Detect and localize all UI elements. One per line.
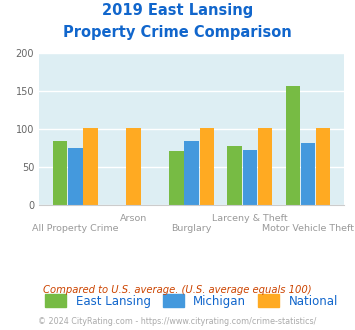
Bar: [68, 148, 83, 205]
Bar: [200, 128, 214, 205]
Bar: [53, 141, 67, 205]
Bar: [286, 86, 300, 205]
Bar: [316, 128, 331, 205]
Text: Burglary: Burglary: [171, 224, 212, 233]
Text: Compared to U.S. average. (U.S. average equals 100): Compared to U.S. average. (U.S. average …: [43, 285, 312, 295]
Bar: [301, 143, 315, 205]
Bar: [126, 128, 141, 205]
Bar: [83, 128, 98, 205]
Bar: [242, 150, 257, 205]
Text: Arson: Arson: [120, 214, 147, 223]
Text: Property Crime Comparison: Property Crime Comparison: [63, 25, 292, 40]
Bar: [228, 146, 242, 205]
Legend: East Lansing, Michigan, National: East Lansing, Michigan, National: [40, 289, 343, 312]
Text: Motor Vehicle Theft: Motor Vehicle Theft: [262, 224, 354, 233]
Text: © 2024 CityRating.com - https://www.cityrating.com/crime-statistics/: © 2024 CityRating.com - https://www.city…: [38, 317, 317, 326]
Bar: [258, 128, 272, 205]
Bar: [169, 151, 184, 205]
Text: Larceny & Theft: Larceny & Theft: [212, 214, 288, 223]
Text: 2019 East Lansing: 2019 East Lansing: [102, 3, 253, 18]
Bar: [185, 141, 199, 205]
Text: All Property Crime: All Property Crime: [32, 224, 119, 233]
